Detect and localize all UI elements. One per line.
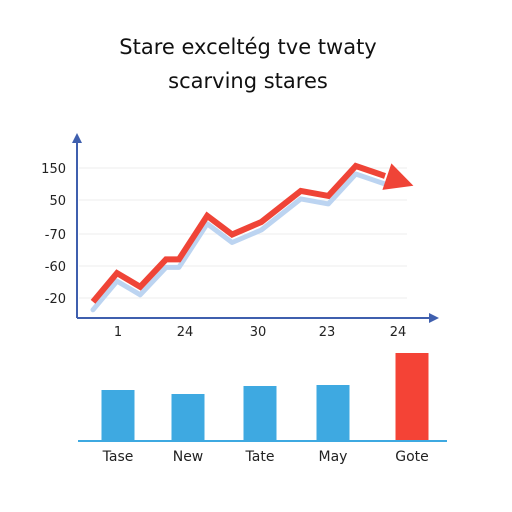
line-series (90, 162, 414, 313)
bars (101, 353, 429, 440)
y-tick-label-4: -20 (45, 292, 66, 307)
y-tick-label-2: -70 (45, 228, 66, 243)
chart-title-line-2: scarving stares (168, 69, 328, 93)
x-tick-label-2: 30 (250, 325, 267, 340)
bar-tate (243, 386, 277, 440)
trend-line (90, 162, 386, 304)
chart-title-line-1: Stare exceltég tve twaty (119, 35, 376, 59)
y-tick-label-1: 50 (49, 194, 66, 209)
x-tick-label-3: 23 (319, 325, 336, 340)
trend-line-shadow (90, 171, 388, 313)
x-tick-label-1: 24 (177, 325, 194, 340)
bar-chart: Tase New Tate May Gote (78, 353, 447, 465)
line-chart-axes (72, 133, 439, 323)
y-tick-label-0: 150 (41, 162, 66, 177)
bar-gote (395, 353, 429, 440)
bar-new (171, 394, 205, 440)
bar-label-new: New (173, 449, 204, 465)
bar-label-may: May (319, 449, 348, 465)
line-chart: 150 50 -70 -60 -20 1 24 30 23 24 (41, 133, 439, 340)
x-axis-arrow (429, 313, 439, 323)
bar-label-tase: Tase (102, 449, 134, 465)
x-tick-label-0: 1 (114, 325, 122, 340)
bar-tase (101, 390, 135, 440)
x-tick-label-4: 24 (390, 325, 407, 340)
x-axis-ticks: 1 24 30 23 24 (114, 325, 406, 340)
bar-category-labels: Tase New Tate May Gote (102, 449, 429, 465)
trend-arrowhead (382, 163, 414, 190)
bar-may (316, 385, 350, 440)
y-tick-label-3: -60 (45, 260, 66, 275)
y-axis-arrow (72, 133, 82, 143)
bar-label-tate: Tate (245, 449, 275, 465)
y-axis-ticks: 150 50 -70 -60 -20 (41, 162, 66, 307)
bar-label-gote: Gote (395, 449, 429, 465)
